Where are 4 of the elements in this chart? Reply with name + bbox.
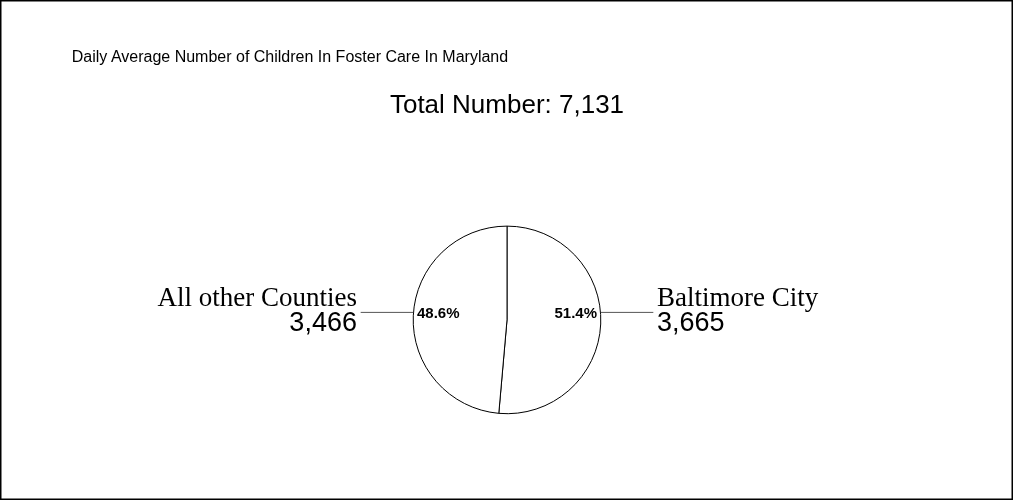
text: 48.6% <box>416 303 460 321</box>
text: 51.4% <box>554 303 598 321</box>
chart-title: Daily Average Number of Children In Foster Care In Maryland <box>71 48 509 66</box>
chart-subtitle: Total Number: 7,131 <box>389 88 625 119</box>
